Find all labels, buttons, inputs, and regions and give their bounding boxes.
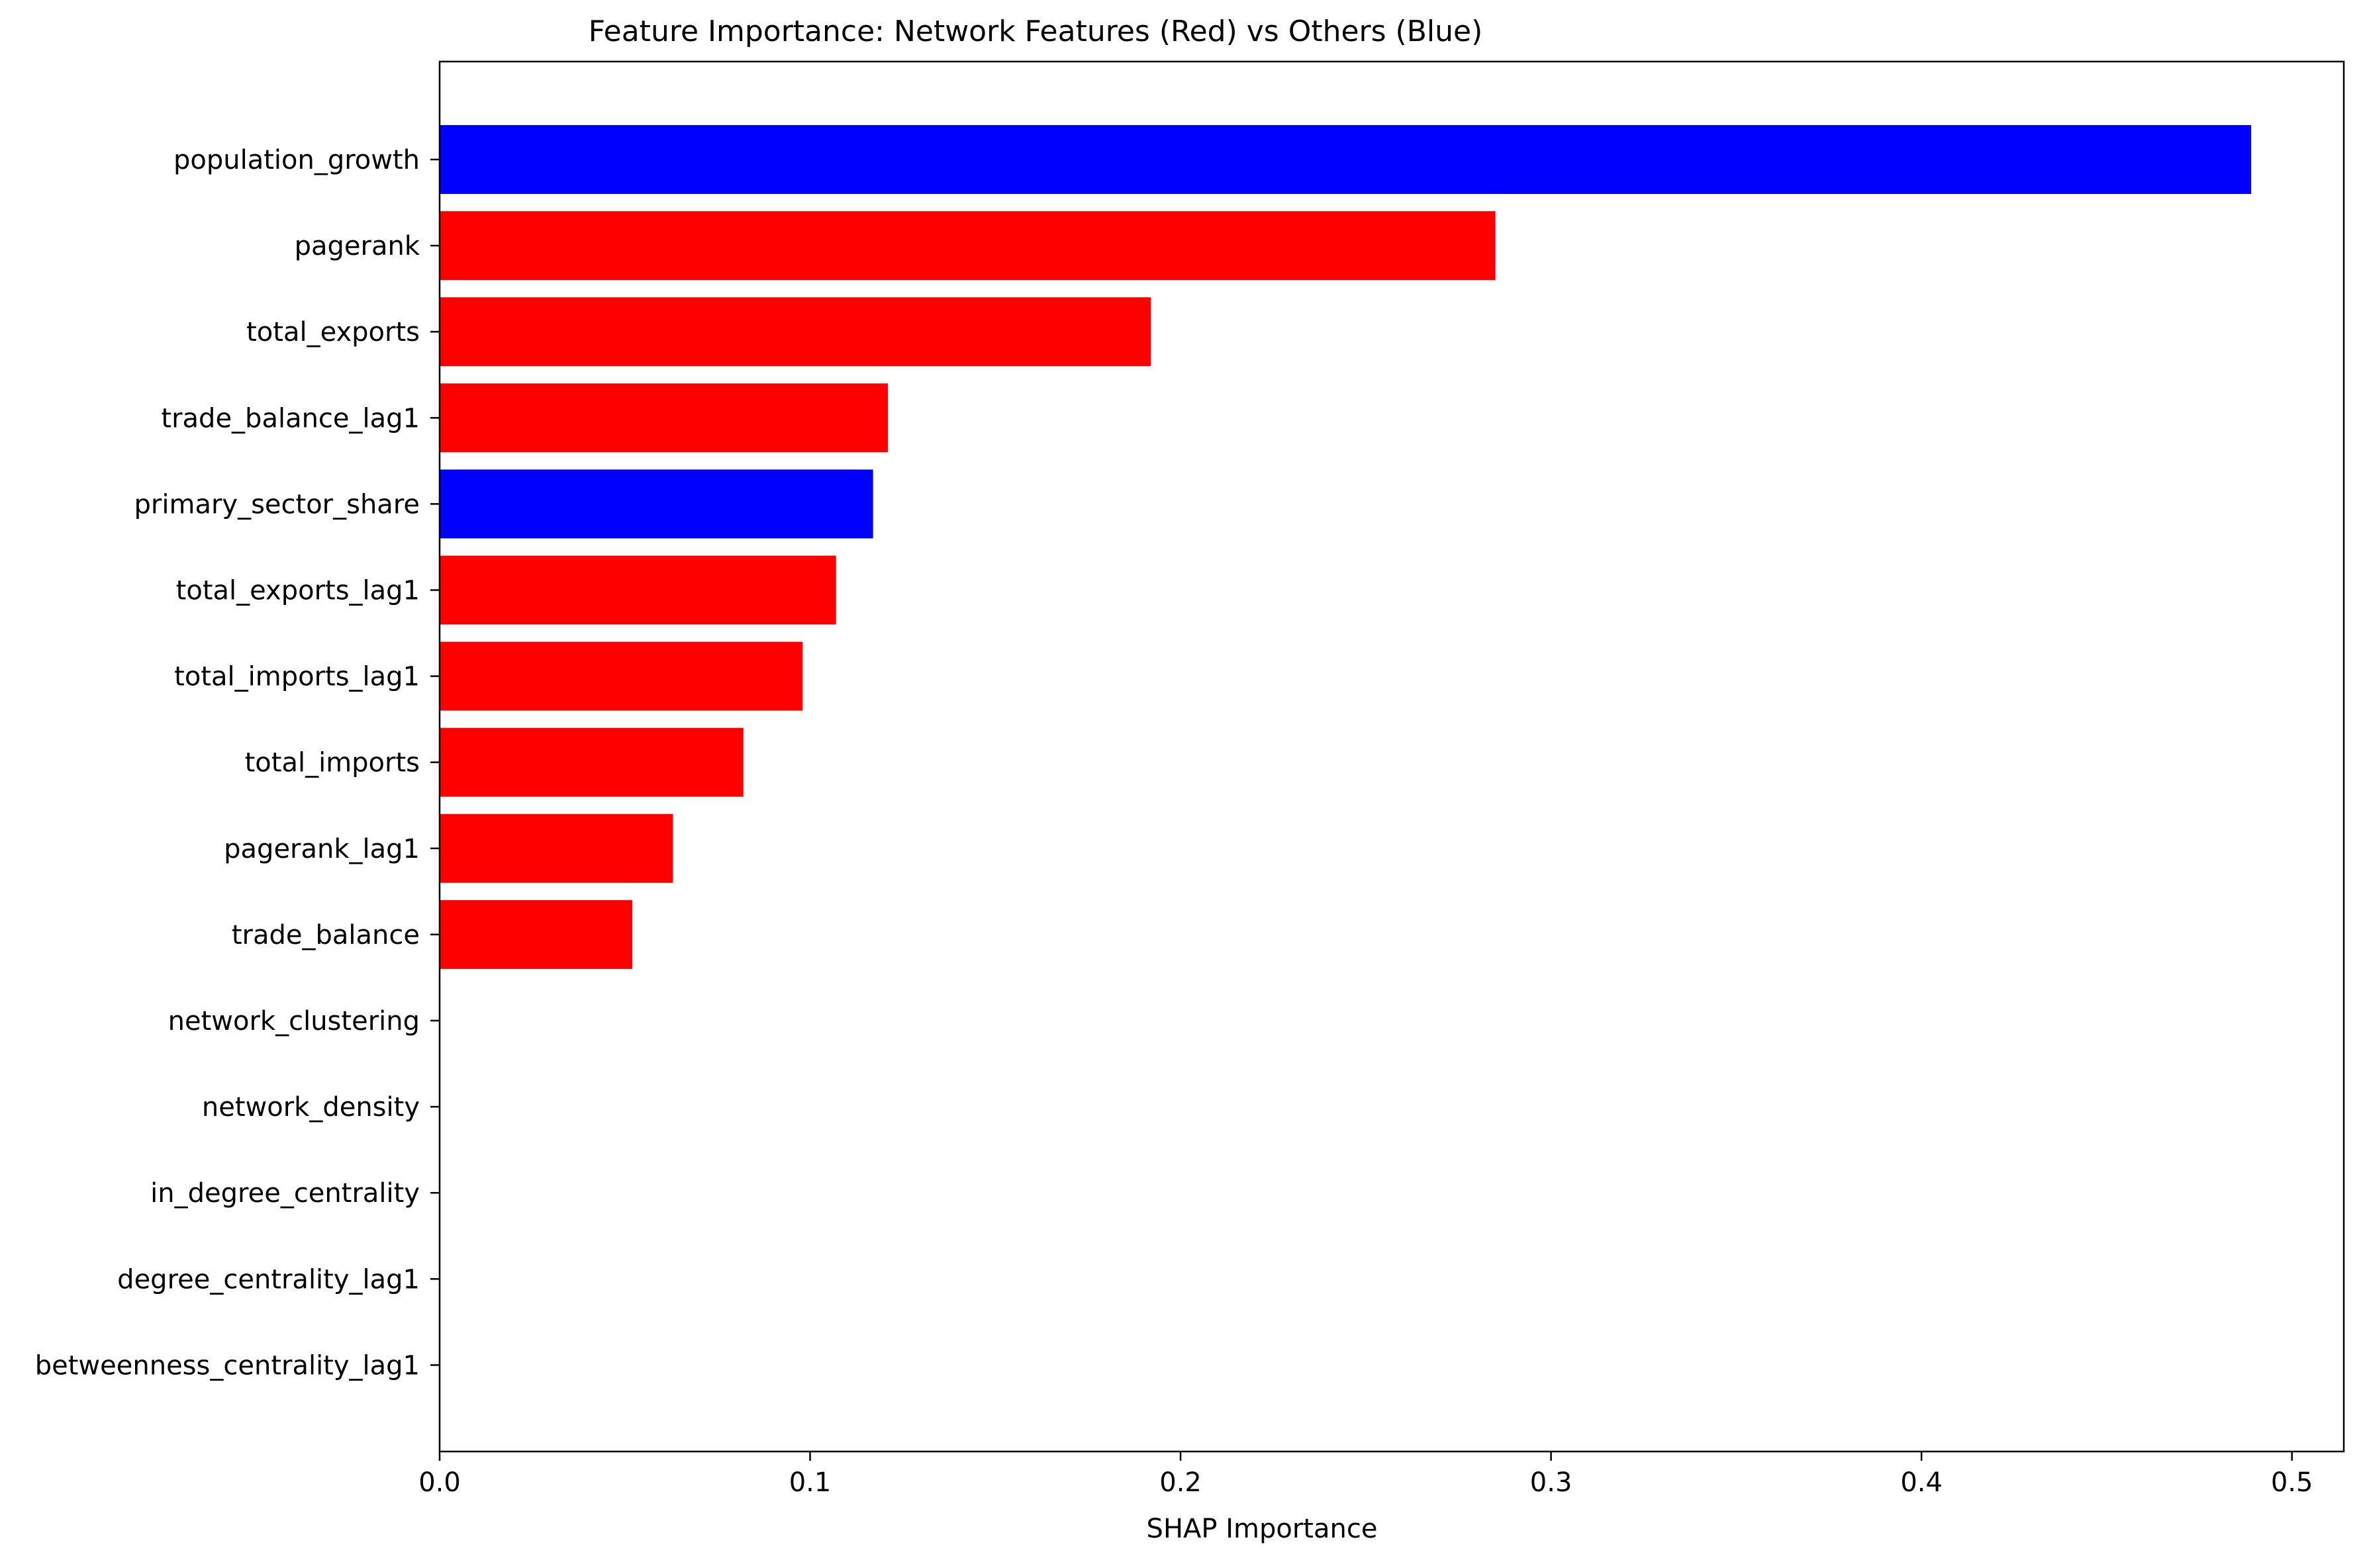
bar-total_exports_lag1 xyxy=(440,555,836,625)
y-tick-label: network_density xyxy=(202,1092,420,1123)
chart-title: Feature Importance: Network Features (Re… xyxy=(589,15,1483,48)
y-tick-label: pagerank xyxy=(295,231,420,261)
bar-total_imports xyxy=(440,727,744,797)
x-tick-label: 0.1 xyxy=(789,1467,832,1498)
x-tick-label: 0.5 xyxy=(2271,1467,2313,1498)
x-tick-label: 0.2 xyxy=(1159,1467,1202,1498)
y-tick-label: in_degree_centrality xyxy=(150,1178,420,1209)
y-tick-label: total_exports xyxy=(246,317,420,347)
y-tick-label: trade_balance xyxy=(232,920,420,950)
bar-primary_sector_share xyxy=(440,469,873,539)
y-tick-label: degree_centrality_lag1 xyxy=(117,1264,420,1295)
x-axis-label: SHAP Importance xyxy=(1147,1514,1378,1544)
bar-pagerank xyxy=(440,211,1496,281)
y-tick-label: trade_balance_lag1 xyxy=(161,403,420,434)
y-tick-label: betweenness_centrality_lag1 xyxy=(35,1350,420,1381)
y-tick-label: primary_sector_share xyxy=(134,489,420,520)
x-tick-label: 0.3 xyxy=(1530,1467,1572,1498)
x-tick-label: 0.4 xyxy=(1900,1467,1943,1498)
bar-population_growth xyxy=(440,125,2252,194)
bar-total_exports xyxy=(440,297,1151,367)
y-tick-label: pagerank_lag1 xyxy=(224,834,420,864)
y-axis: population_growth pagerank total_exportstr… xyxy=(35,145,440,1381)
y-tick-label: network_clustering xyxy=(168,1006,420,1037)
y-tick-label: population_growth xyxy=(173,145,420,175)
bar-trade_balance xyxy=(440,899,632,969)
bars-layer xyxy=(440,125,2252,969)
bar-pagerank_lag1 xyxy=(440,813,673,883)
x-tick-label: 0.0 xyxy=(418,1467,461,1498)
bar-total_imports_lag1 xyxy=(440,641,803,711)
bar-trade_balance_lag1 xyxy=(440,383,889,453)
y-tick-label: total_imports xyxy=(245,748,420,778)
y-tick-label: total_exports_lag1 xyxy=(176,576,420,606)
y-tick-label: total_imports_lag1 xyxy=(174,662,420,692)
plot-area-frame xyxy=(438,60,2345,1453)
x-axis: 0.0 0.1 0.2 0.3 0.4 0.5 xyxy=(418,1452,2313,1498)
